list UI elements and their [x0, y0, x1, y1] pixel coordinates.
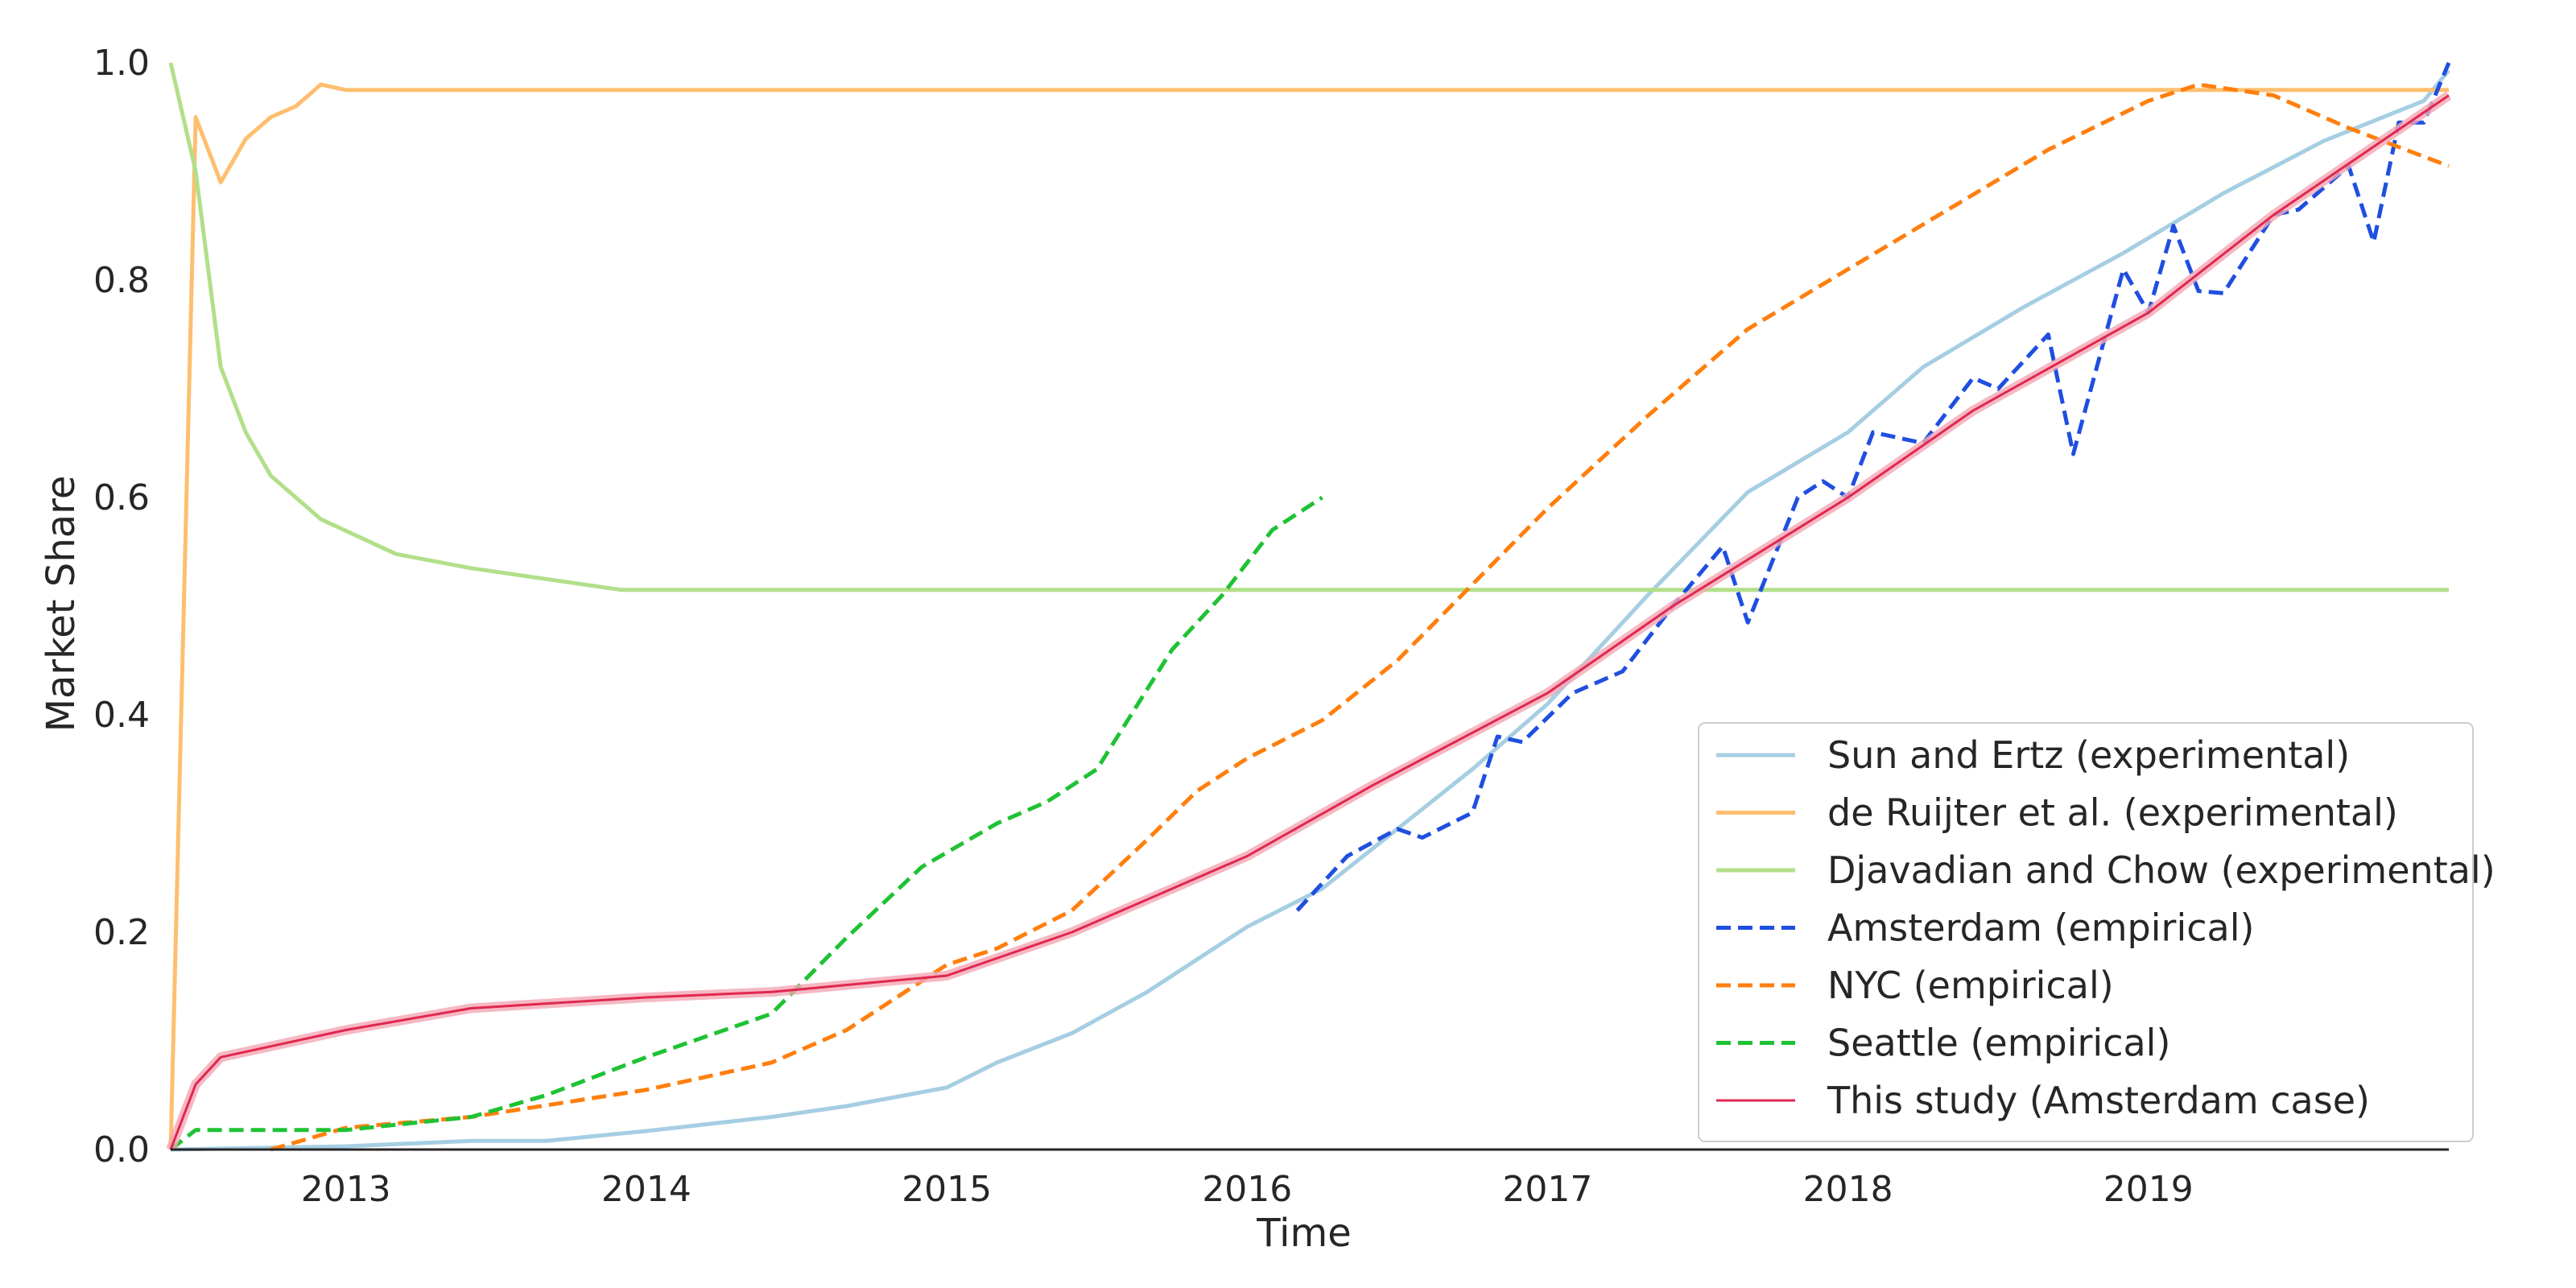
legend-label-7: This study (Amsterdam case): [1827, 1079, 2370, 1122]
legend: Sun and Ertz (experimental) de Ruijter et…: [1698, 722, 2496, 1142]
series-line-6: [169, 495, 1323, 1151]
series-line-5: [270, 82, 2450, 1152]
series-line-2: [168, 82, 2449, 1150]
legend-label-1: Sun and Ertz (experimental): [1827, 733, 2350, 777]
legend-label-5: NYC (empirical): [1827, 964, 2114, 1007]
series-layer: [166, 62, 2452, 1152]
legend-label-4: Amsterdam (empirical): [1827, 906, 2254, 950]
y-tick-label: 0.0: [93, 1129, 150, 1170]
series-line-1: [170, 68, 2450, 1152]
x-axis-title: Time: [1256, 1211, 1351, 1256]
legend-frame: [1698, 722, 2474, 1142]
x-tick-label: 2013: [301, 1169, 391, 1210]
y-tick-label: 0.2: [93, 912, 150, 953]
y-tick-label: 0.8: [93, 260, 150, 301]
x-tick-label: 2018: [1803, 1169, 1893, 1210]
y-tick-label: 0.6: [93, 477, 150, 518]
series-line-7: [169, 94, 2450, 1150]
x-tick-label: 2014: [601, 1169, 691, 1210]
legend-label-3: Djavadian and Chow (experimental): [1827, 848, 2496, 892]
series-line-3: [168, 62, 2449, 592]
legend-label-2: de Ruijter et al. (experimental): [1827, 791, 2398, 835]
axes-layer: 2013 2014 2015 2016 2017 2018 2019 0.0 0.2 0.4 0.6…: [93, 43, 2449, 1210]
legend-label-6: Seattle (empirical): [1827, 1022, 2170, 1065]
x-tick-label: 2016: [1202, 1169, 1292, 1210]
y-axis-title: Market Share: [39, 476, 84, 733]
x-tick-label: 2019: [2103, 1169, 2194, 1210]
y-tick-label: 0.4: [93, 695, 150, 736]
x-tick-label: 2017: [1502, 1169, 1592, 1210]
y-tick-label: 1.0: [93, 43, 150, 84]
x-tick-label: 2015: [902, 1169, 992, 1210]
